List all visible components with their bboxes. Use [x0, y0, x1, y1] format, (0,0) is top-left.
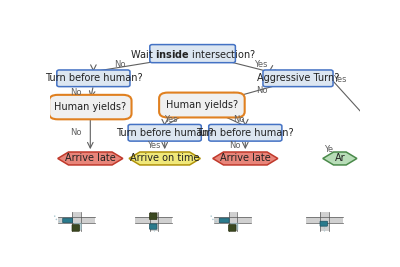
FancyBboxPatch shape	[128, 124, 201, 141]
Polygon shape	[129, 152, 200, 165]
Polygon shape	[323, 152, 357, 165]
Text: Turn before human?: Turn before human?	[44, 73, 142, 83]
FancyBboxPatch shape	[57, 70, 130, 87]
FancyBboxPatch shape	[219, 218, 229, 223]
FancyBboxPatch shape	[150, 224, 157, 229]
Text: Arrive late: Arrive late	[220, 154, 271, 163]
FancyBboxPatch shape	[150, 213, 157, 219]
FancyBboxPatch shape	[228, 225, 236, 231]
Text: Yes: Yes	[164, 115, 178, 124]
Text: No: No	[229, 141, 240, 150]
Text: No: No	[257, 86, 268, 95]
Text: Ye: Ye	[324, 145, 334, 154]
Text: Arrive late: Arrive late	[65, 154, 116, 163]
Text: Yes: Yes	[254, 60, 268, 69]
Text: Turn before human?: Turn before human?	[196, 128, 294, 138]
Text: Human yields?: Human yields?	[54, 102, 126, 112]
Text: Aggressive Turn?: Aggressive Turn?	[257, 73, 339, 83]
FancyBboxPatch shape	[263, 70, 333, 87]
FancyBboxPatch shape	[209, 124, 282, 141]
Text: Ar: Ar	[334, 154, 345, 163]
Text: Turn before human?: Turn before human?	[116, 128, 214, 138]
Text: No: No	[70, 88, 82, 97]
FancyBboxPatch shape	[320, 221, 328, 226]
Bar	[228, 212, 237, 231]
Text: Yes: Yes	[333, 75, 346, 84]
Bar	[58, 217, 95, 223]
Polygon shape	[213, 152, 278, 165]
FancyBboxPatch shape	[74, 223, 82, 230]
Text: No: No	[70, 128, 82, 137]
FancyBboxPatch shape	[49, 95, 132, 119]
FancyBboxPatch shape	[230, 223, 238, 230]
Bar	[150, 212, 158, 231]
Text: Wait $\mathbf{inside}$ intersection?: Wait $\mathbf{inside}$ intersection?	[130, 48, 256, 60]
FancyBboxPatch shape	[72, 225, 80, 231]
Bar	[72, 212, 81, 231]
FancyBboxPatch shape	[63, 218, 73, 223]
FancyBboxPatch shape	[159, 93, 245, 117]
Bar	[214, 217, 252, 223]
Text: No: No	[233, 115, 245, 124]
Bar	[306, 217, 343, 223]
FancyBboxPatch shape	[150, 45, 235, 63]
Text: Yes: Yes	[147, 141, 161, 150]
Bar	[135, 217, 172, 223]
Bar	[320, 212, 329, 231]
Text: Arrive on time: Arrive on time	[130, 154, 200, 163]
Text: Human yields?: Human yields?	[166, 100, 238, 110]
Text: No: No	[114, 60, 126, 69]
Polygon shape	[58, 152, 123, 165]
